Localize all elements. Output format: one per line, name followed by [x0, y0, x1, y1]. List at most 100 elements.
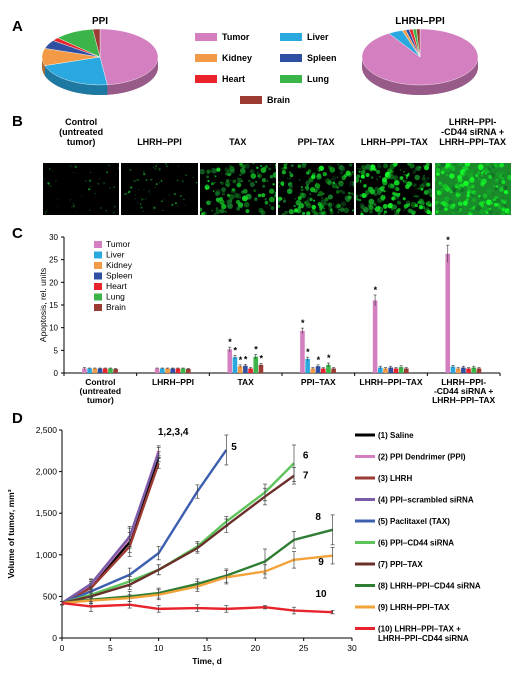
micrograph-caption: LHRH–PPI–TAX — [360, 137, 428, 147]
bar-brain — [404, 368, 409, 373]
bar-brain — [476, 368, 482, 373]
micrograph-caption: PPI–TAX — [297, 137, 335, 147]
micrograph-image — [434, 163, 511, 215]
pie-ppi-slice-liver — [44, 56, 108, 86]
legend-swatch-spleen — [94, 272, 102, 280]
y-tick-label: 2,500 — [36, 425, 58, 435]
micrograph-image — [277, 163, 355, 215]
micrograph-caption: LHRH–PPI- -CD44 siRNA + LHRH–PPI–TAX — [439, 117, 507, 147]
bar-lung — [326, 364, 331, 373]
x-tick-label: 30 — [347, 643, 357, 653]
legend-swatch-kidney — [94, 262, 102, 269]
legend-label: (9) LHRH–PPI–TAX — [378, 603, 450, 612]
bar-kidney — [237, 366, 243, 373]
series-annotation: 6 — [303, 450, 309, 461]
y-tick-label: 25 — [49, 256, 58, 265]
bar-liver — [232, 357, 238, 373]
legend-label: (8) LHRH–PPI–CD44 siRNA — [378, 582, 481, 591]
bar-spleen — [97, 368, 103, 373]
series-line — [61, 452, 160, 605]
significance-star: * — [327, 353, 331, 363]
significance-star: * — [317, 355, 321, 365]
pie-ppi-slice-tumor — [99, 28, 159, 85]
bar-lung — [471, 367, 477, 373]
panel-label-b: B — [12, 113, 23, 130]
legend-label-liver: Liver — [106, 250, 125, 260]
panel-b-micrographs: Control (untreated tumor) LHRH–PPI TAX PPI–… — [42, 117, 512, 217]
significance-star: * — [306, 347, 310, 357]
bar-tumor — [82, 368, 87, 373]
bar-kidney — [92, 368, 98, 373]
bar-spleen — [243, 365, 248, 373]
pie-title-lhrh-ppi: LHRH–PPI — [395, 16, 445, 27]
bar-spleen — [388, 367, 393, 373]
legend-swatch-spleen — [280, 54, 302, 62]
bar-liver — [305, 358, 310, 373]
series-line — [61, 462, 160, 605]
y-tick-label: 15 — [49, 301, 58, 310]
legend-swatch-heart — [94, 283, 102, 290]
y-tick-label: 0 — [54, 369, 59, 378]
bar-spleen — [315, 366, 321, 373]
legend-swatch-tumor — [195, 33, 217, 41]
bar-kidney — [455, 368, 461, 373]
bar-liver — [87, 368, 92, 373]
legend-label-brain: Brain — [106, 302, 126, 312]
bar-brain — [331, 368, 336, 373]
bar-heart — [248, 368, 253, 373]
series-line — [61, 456, 160, 605]
legend-swatch-heart — [195, 75, 217, 83]
pie-ppi-slice-brain — [92, 28, 101, 58]
legend-label-kidney: Kidney — [106, 260, 133, 270]
x-tick-label: LHRH–PPI — [152, 377, 194, 387]
micrograph-image — [356, 163, 433, 215]
legend-organs: Tumor Liver Kidney Spleen Heart Lung Brain — [195, 32, 337, 105]
legend-label-liver: Liver — [307, 32, 329, 42]
y-axis-label: Apoptosis, rel. units — [38, 268, 48, 342]
y-tick-label: 1,000 — [36, 550, 58, 560]
significance-star: * — [260, 353, 264, 363]
legend-label-tumor: Tumor — [222, 32, 250, 42]
bar-lung — [108, 368, 113, 373]
significance-star: * — [446, 235, 450, 245]
panel-d-tumor-volume-line-chart: 0 500 1,000 1,500 2,000 2,500 0 5 10 15 20 25 30 Time… — [6, 425, 481, 666]
bar-kidney — [310, 368, 316, 373]
x-tick-label: LHRH–PPI–TAX — [359, 377, 422, 387]
micrograph-caption: TAX — [229, 137, 247, 147]
legend-label: (5) Paclitaxel (TAX) — [378, 517, 450, 526]
pie-title-ppi: PPI — [92, 16, 108, 27]
legend-label-spleen: Spleen — [106, 271, 133, 281]
y-tick-label: 10 — [49, 324, 58, 333]
bar-liver — [450, 366, 456, 373]
bar-tumor — [227, 349, 233, 373]
x-tick-label: 15 — [202, 643, 212, 653]
y-tick-label: 20 — [49, 278, 58, 287]
significance-star: * — [239, 355, 243, 365]
x-tick-label: LHRH–PPI--CD44 siRNA + LHRH–PPI–TAX — [432, 377, 495, 405]
bar-tumor — [372, 300, 378, 373]
series-annotation: 1,2,3,4 — [158, 427, 189, 438]
micrograph-caption: LHRH–PPI — [137, 137, 182, 147]
micrograph-image — [199, 163, 276, 215]
micrograph-image — [43, 163, 120, 215]
bar-spleen — [461, 367, 466, 373]
y-tick-label: 0 — [52, 633, 57, 643]
pie-lhrh-ppi-slice-brain — [416, 28, 421, 58]
series-line — [61, 474, 295, 605]
bar-heart — [175, 368, 181, 373]
x-tick-label: 20 — [251, 643, 261, 653]
legend-label-heart: Heart — [106, 281, 127, 291]
series-line — [61, 450, 160, 605]
panel-c-apoptosis-bar-chart: 0 5 10 15 20 25 30 Apoptosis, rel. units Control… — [38, 233, 501, 405]
bar-lung — [398, 367, 404, 373]
legend-label: (2) PPI Dendrimer (PPI) — [378, 453, 466, 462]
legend-label: (1) Saline — [378, 431, 414, 440]
x-tick-label: 0 — [60, 643, 65, 653]
series-annotation: 9 — [318, 557, 324, 568]
y-axis-label: Volume of tumor, mm³ — [6, 489, 16, 578]
bar-heart — [102, 368, 108, 373]
bar-brain — [113, 368, 118, 373]
significance-star: * — [234, 345, 238, 355]
y-tick-label: 500 — [43, 591, 57, 601]
pie-ppi-side-tumor — [107, 57, 158, 95]
